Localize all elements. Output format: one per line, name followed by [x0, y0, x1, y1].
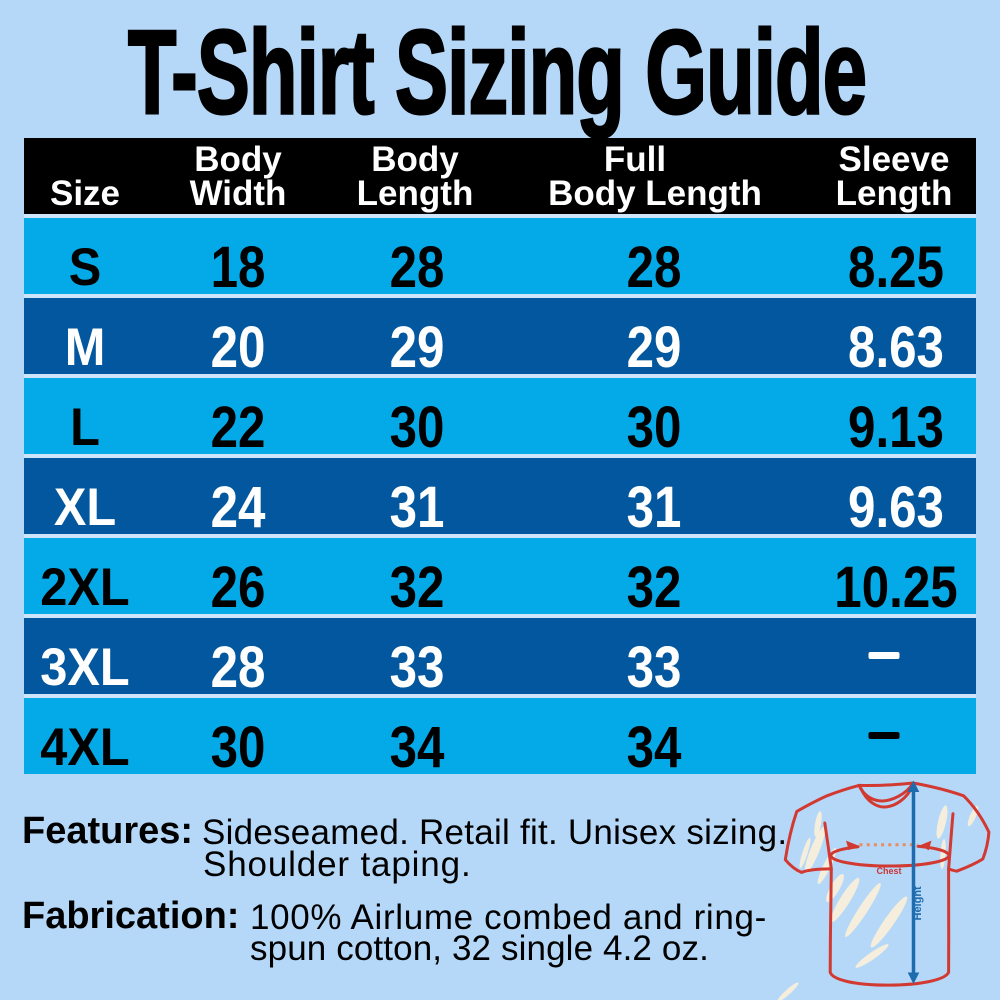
svg-text:Height: Height: [912, 886, 924, 921]
svg-text:Chest: Chest: [876, 866, 901, 876]
